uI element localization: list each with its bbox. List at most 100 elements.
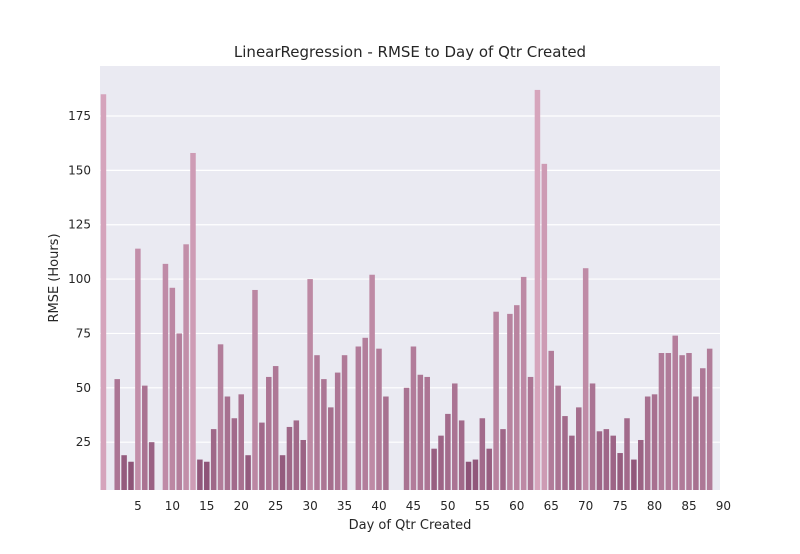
bar bbox=[493, 311, 499, 490]
x-axis-label: Day of Qtr Created bbox=[349, 518, 472, 533]
y-tick-label: 150 bbox=[68, 163, 91, 177]
bar bbox=[293, 420, 300, 490]
bar bbox=[424, 376, 430, 490]
bar bbox=[610, 435, 616, 490]
bar bbox=[562, 416, 568, 490]
x-tick-label: 5 bbox=[134, 499, 142, 513]
bar bbox=[259, 422, 265, 490]
bar bbox=[169, 287, 176, 490]
bar bbox=[183, 244, 189, 490]
y-tick-label: 25 bbox=[76, 435, 91, 449]
x-axis-ticks: 5 10 15 20 25 30 35 40 45 50 55 60 65 70 75 80 85 90 bbox=[134, 499, 731, 513]
bar bbox=[596, 431, 603, 490]
bar bbox=[617, 453, 623, 490]
x-tick-label: 65 bbox=[544, 499, 559, 513]
bar bbox=[286, 426, 293, 490]
bar bbox=[334, 372, 341, 490]
x-tick-label: 50 bbox=[440, 499, 455, 513]
bar bbox=[410, 346, 417, 490]
bar bbox=[638, 439, 644, 490]
y-tick-label: 175 bbox=[68, 109, 91, 123]
bar bbox=[431, 448, 437, 490]
bars bbox=[100, 89, 713, 491]
bar bbox=[272, 366, 279, 490]
x-tick-label: 25 bbox=[268, 499, 283, 513]
bar bbox=[190, 152, 196, 490]
y-tick-label: 125 bbox=[68, 218, 91, 232]
bar bbox=[376, 348, 382, 490]
bar bbox=[245, 455, 251, 490]
bar bbox=[479, 418, 486, 490]
x-tick-label: 80 bbox=[647, 499, 662, 513]
bar bbox=[589, 383, 596, 490]
bar bbox=[217, 344, 224, 490]
x-tick-label: 10 bbox=[165, 499, 180, 513]
x-tick-label: 15 bbox=[199, 499, 214, 513]
bar bbox=[445, 413, 451, 490]
bar bbox=[507, 313, 513, 490]
x-tick-label: 55 bbox=[475, 499, 490, 513]
bar bbox=[142, 385, 148, 490]
bar bbox=[176, 333, 182, 490]
bar bbox=[672, 335, 678, 490]
bar bbox=[162, 263, 169, 490]
bar bbox=[486, 448, 492, 490]
x-tick-label: 75 bbox=[612, 499, 627, 513]
bar bbox=[252, 289, 258, 490]
bar bbox=[631, 459, 637, 490]
y-tick-label: 75 bbox=[76, 326, 91, 340]
bar bbox=[527, 376, 534, 490]
bar bbox=[541, 163, 548, 490]
bar bbox=[514, 305, 520, 490]
bar bbox=[383, 396, 389, 490]
bar bbox=[135, 248, 141, 490]
bar bbox=[121, 455, 127, 490]
bar bbox=[644, 396, 651, 490]
bar bbox=[417, 374, 424, 490]
x-tick-label: 85 bbox=[681, 499, 696, 513]
bar bbox=[355, 346, 362, 490]
bar bbox=[555, 385, 561, 490]
bar bbox=[452, 383, 458, 490]
x-tick-label: 70 bbox=[578, 499, 593, 513]
x-tick-label: 20 bbox=[234, 499, 249, 513]
x-tick-label: 35 bbox=[337, 499, 352, 513]
plot-area bbox=[100, 66, 720, 490]
bar bbox=[686, 353, 692, 490]
bar bbox=[197, 459, 203, 490]
bar bbox=[472, 459, 479, 490]
bar bbox=[665, 353, 672, 490]
bar bbox=[679, 355, 685, 490]
bar bbox=[204, 461, 210, 490]
bar bbox=[307, 279, 313, 490]
x-tick-label: 30 bbox=[302, 499, 317, 513]
bar bbox=[224, 396, 231, 490]
x-tick-label: 60 bbox=[509, 499, 524, 513]
bar bbox=[231, 418, 238, 490]
bar bbox=[300, 439, 306, 490]
x-tick-label: 45 bbox=[406, 499, 421, 513]
y-tick-label: 100 bbox=[68, 272, 91, 286]
bar bbox=[403, 387, 410, 490]
bar bbox=[438, 435, 444, 490]
bar bbox=[128, 461, 134, 490]
chart-title: LinearRegression - RMSE to Day of Qtr Cr… bbox=[234, 43, 586, 61]
bar bbox=[582, 268, 589, 490]
bar bbox=[624, 418, 630, 490]
bar bbox=[279, 455, 286, 490]
bar bbox=[576, 407, 582, 490]
bar bbox=[369, 274, 375, 490]
bar bbox=[548, 350, 554, 490]
bar bbox=[693, 396, 699, 490]
bar bbox=[314, 355, 320, 490]
y-tick-label: 50 bbox=[76, 381, 91, 395]
bar bbox=[328, 407, 334, 490]
bar bbox=[500, 429, 506, 490]
bar bbox=[603, 429, 610, 490]
bar bbox=[341, 355, 348, 490]
bar bbox=[114, 379, 120, 490]
bar bbox=[520, 276, 527, 490]
bar bbox=[100, 94, 107, 491]
